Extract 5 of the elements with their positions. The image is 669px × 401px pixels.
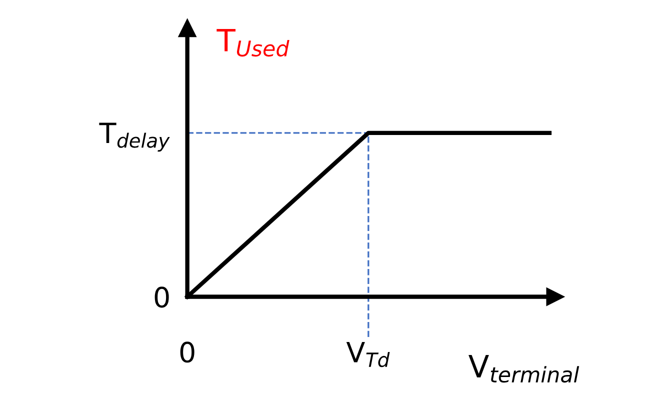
y-axis-title: T$_{Used}$ bbox=[216, 28, 290, 57]
x-tick-label: V$_{Td}$ bbox=[346, 342, 390, 368]
x-axis-title: V$_{terminal}$ bbox=[468, 355, 580, 383]
ref-line-label: T$_{delay}$ bbox=[99, 122, 170, 152]
text: 0 bbox=[154, 286, 169, 308]
